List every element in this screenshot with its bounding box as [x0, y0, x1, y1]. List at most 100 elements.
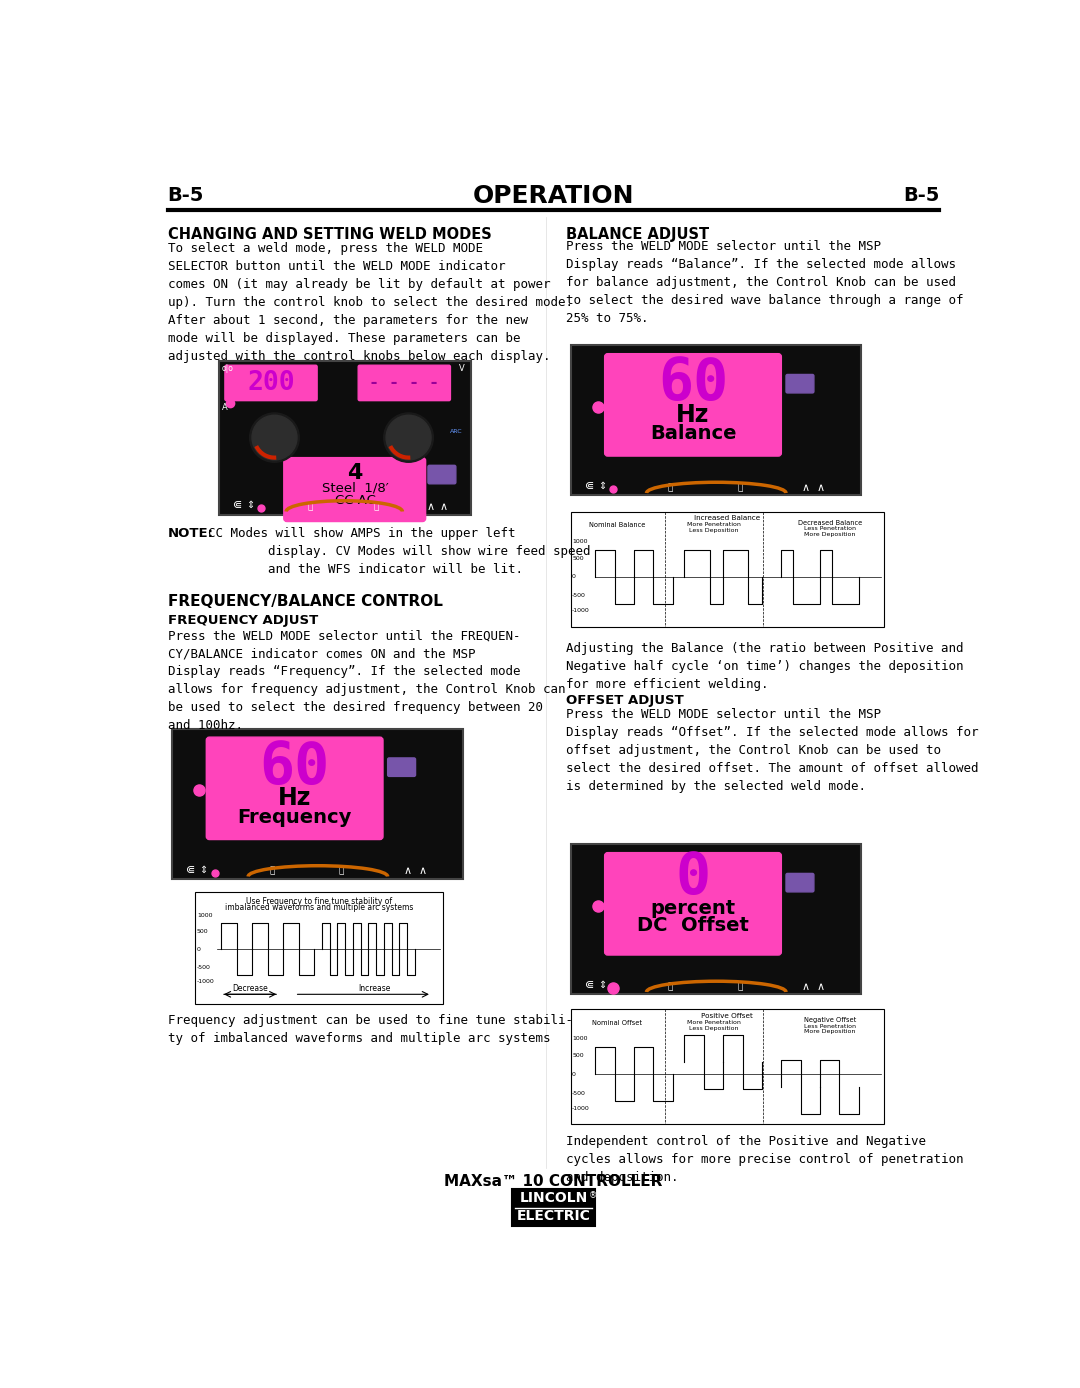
- Bar: [570, 1009, 885, 1124]
- FancyBboxPatch shape: [225, 365, 318, 401]
- Text: ⋐: ⋐: [584, 980, 594, 990]
- Text: Use Frequency to fine tune stability of: Use Frequency to fine tune stability of: [246, 897, 392, 905]
- Text: ∧: ∧: [816, 981, 825, 991]
- Text: NOTE:: NOTE:: [167, 527, 214, 540]
- Text: imbalanced waveforms and multiple arc systems: imbalanced waveforms and multiple arc sy…: [226, 902, 414, 912]
- Text: -1000: -1000: [572, 608, 590, 613]
- Text: Frequency adjustment can be used to fine tune stabili-
ty of imbalanced waveform: Frequency adjustment can be used to fine…: [167, 1013, 572, 1045]
- Text: More Penetration
Less Deposition: More Penetration Less Deposition: [687, 522, 741, 533]
- Text: ⋐: ⋐: [186, 865, 195, 874]
- Text: Press the WELD MODE selector until the MSP
Display reads “Offset”. If the select: Press the WELD MODE selector until the M…: [566, 708, 978, 793]
- Text: ⇕: ⇕: [597, 980, 606, 990]
- Text: CC Modes will show AMPS in the upper left
        display. CV Modes will show wi: CC Modes will show AMPS in the upper lef…: [207, 527, 591, 576]
- Text: -500: -500: [572, 593, 586, 598]
- Text: FREQUENCY ADJUST: FREQUENCY ADJUST: [167, 613, 318, 627]
- FancyBboxPatch shape: [172, 729, 463, 879]
- FancyBboxPatch shape: [359, 365, 450, 401]
- Circle shape: [252, 415, 297, 459]
- Text: DC  Offset: DC Offset: [637, 916, 748, 934]
- Text: -500: -500: [197, 965, 211, 970]
- Text: Positive Offset: Positive Offset: [701, 1013, 753, 1019]
- Text: ⋐: ⋐: [584, 482, 594, 491]
- Text: o|o: o|o: [221, 364, 233, 373]
- Text: CC AC: CC AC: [335, 494, 376, 507]
- Text: 0: 0: [675, 849, 711, 906]
- Text: V: V: [459, 364, 465, 373]
- Text: 1000: 1000: [197, 913, 213, 917]
- Bar: [512, 1190, 595, 1226]
- Text: Frequency: Frequency: [238, 808, 352, 827]
- Text: 60: 60: [259, 738, 329, 795]
- FancyBboxPatch shape: [206, 737, 383, 840]
- Text: Hz: Hz: [278, 786, 311, 811]
- Text: To select a weld mode, press the WELD MODE
SELECTOR button until the WELD MODE i: To select a weld mode, press the WELD MO…: [167, 242, 572, 364]
- Text: FREQUENCY/BALANCE CONTROL: FREQUENCY/BALANCE CONTROL: [167, 594, 443, 609]
- Text: ⎙: ⎙: [374, 502, 379, 511]
- FancyBboxPatch shape: [605, 354, 781, 457]
- Text: 4: 4: [348, 464, 363, 483]
- Text: 500: 500: [572, 555, 583, 561]
- Text: ⇕: ⇕: [246, 500, 254, 511]
- Text: Less Penetration
More Deposition: Less Penetration More Deposition: [805, 1023, 856, 1034]
- Text: ⎙: ⎙: [269, 866, 274, 876]
- Text: ∧: ∧: [427, 502, 434, 512]
- Bar: [570, 512, 885, 627]
- Text: ⎙: ⎙: [308, 502, 313, 511]
- Text: -1000: -1000: [572, 1106, 590, 1110]
- FancyBboxPatch shape: [570, 844, 861, 994]
- FancyBboxPatch shape: [786, 873, 814, 892]
- Text: B-5: B-5: [903, 186, 940, 205]
- Circle shape: [383, 414, 433, 462]
- Text: Adjusting the Balance (the ratio between Positive and
Negative half cycle ‘on ti: Adjusting the Balance (the ratio between…: [566, 641, 963, 691]
- Text: 200: 200: [247, 371, 295, 396]
- Text: ⎙: ⎙: [667, 983, 673, 991]
- Text: 60: 60: [658, 355, 728, 412]
- Text: CHANGING AND SETTING WELD MODES: CHANGING AND SETTING WELD MODES: [167, 226, 491, 242]
- Text: ∧: ∧: [816, 483, 825, 493]
- Text: ∧: ∧: [801, 483, 810, 493]
- Text: ∧: ∧: [419, 866, 427, 876]
- Text: 500: 500: [197, 929, 208, 934]
- Text: ⎙: ⎙: [339, 866, 345, 876]
- Text: ∧: ∧: [403, 866, 411, 876]
- Text: 500: 500: [572, 1053, 583, 1058]
- FancyBboxPatch shape: [388, 758, 416, 776]
- Text: Independent control of the Positive and Negative
cycles allows for more precise : Independent control of the Positive and …: [566, 1135, 963, 1184]
- Text: 1000: 1000: [572, 1037, 588, 1041]
- Text: Balance: Balance: [650, 425, 737, 443]
- Text: Nominal Offset: Nominal Offset: [592, 1020, 642, 1026]
- FancyBboxPatch shape: [428, 465, 456, 484]
- Text: A: A: [221, 403, 228, 412]
- Text: -1000: -1000: [197, 979, 215, 984]
- Text: BALANCE ADJUST: BALANCE ADJUST: [566, 226, 710, 242]
- Text: OPERATION: OPERATION: [473, 183, 634, 208]
- FancyBboxPatch shape: [570, 346, 861, 496]
- Text: ⎙: ⎙: [738, 983, 743, 991]
- Text: Increased Balance: Increased Balance: [694, 515, 760, 522]
- FancyBboxPatch shape: [218, 361, 471, 515]
- FancyBboxPatch shape: [786, 375, 814, 393]
- Text: 0: 0: [572, 1072, 576, 1077]
- Text: ∧: ∧: [440, 502, 448, 512]
- Text: - - - -: - - - -: [369, 373, 438, 391]
- Text: 0: 0: [572, 575, 576, 579]
- Text: -500: -500: [572, 1091, 586, 1095]
- Text: 1000: 1000: [572, 539, 588, 544]
- Text: ⋐: ⋐: [232, 500, 242, 511]
- Text: Nominal Balance: Nominal Balance: [589, 522, 645, 529]
- Bar: [195, 892, 444, 1004]
- Text: ELECTRIC: ELECTRIC: [516, 1209, 591, 1223]
- Text: MAXsa™ 10 CONTROLLER: MAXsa™ 10 CONTROLLER: [444, 1174, 663, 1188]
- Text: OFFSET ADJUST: OFFSET ADJUST: [566, 694, 684, 706]
- Text: Less Penetration
More Deposition: Less Penetration More Deposition: [805, 526, 856, 537]
- Text: 0: 0: [197, 947, 201, 952]
- Text: ⎙: ⎙: [738, 483, 743, 493]
- Text: Negative Offset: Negative Offset: [804, 1017, 856, 1023]
- FancyBboxPatch shape: [284, 458, 426, 522]
- Text: Decreased Balance: Decreased Balance: [798, 520, 862, 526]
- Text: ∧: ∧: [801, 981, 810, 991]
- Text: ⎙: ⎙: [667, 483, 673, 493]
- Text: Hz: Hz: [676, 403, 710, 426]
- Circle shape: [249, 414, 299, 462]
- Text: Steel  1/8′: Steel 1/8′: [322, 482, 389, 496]
